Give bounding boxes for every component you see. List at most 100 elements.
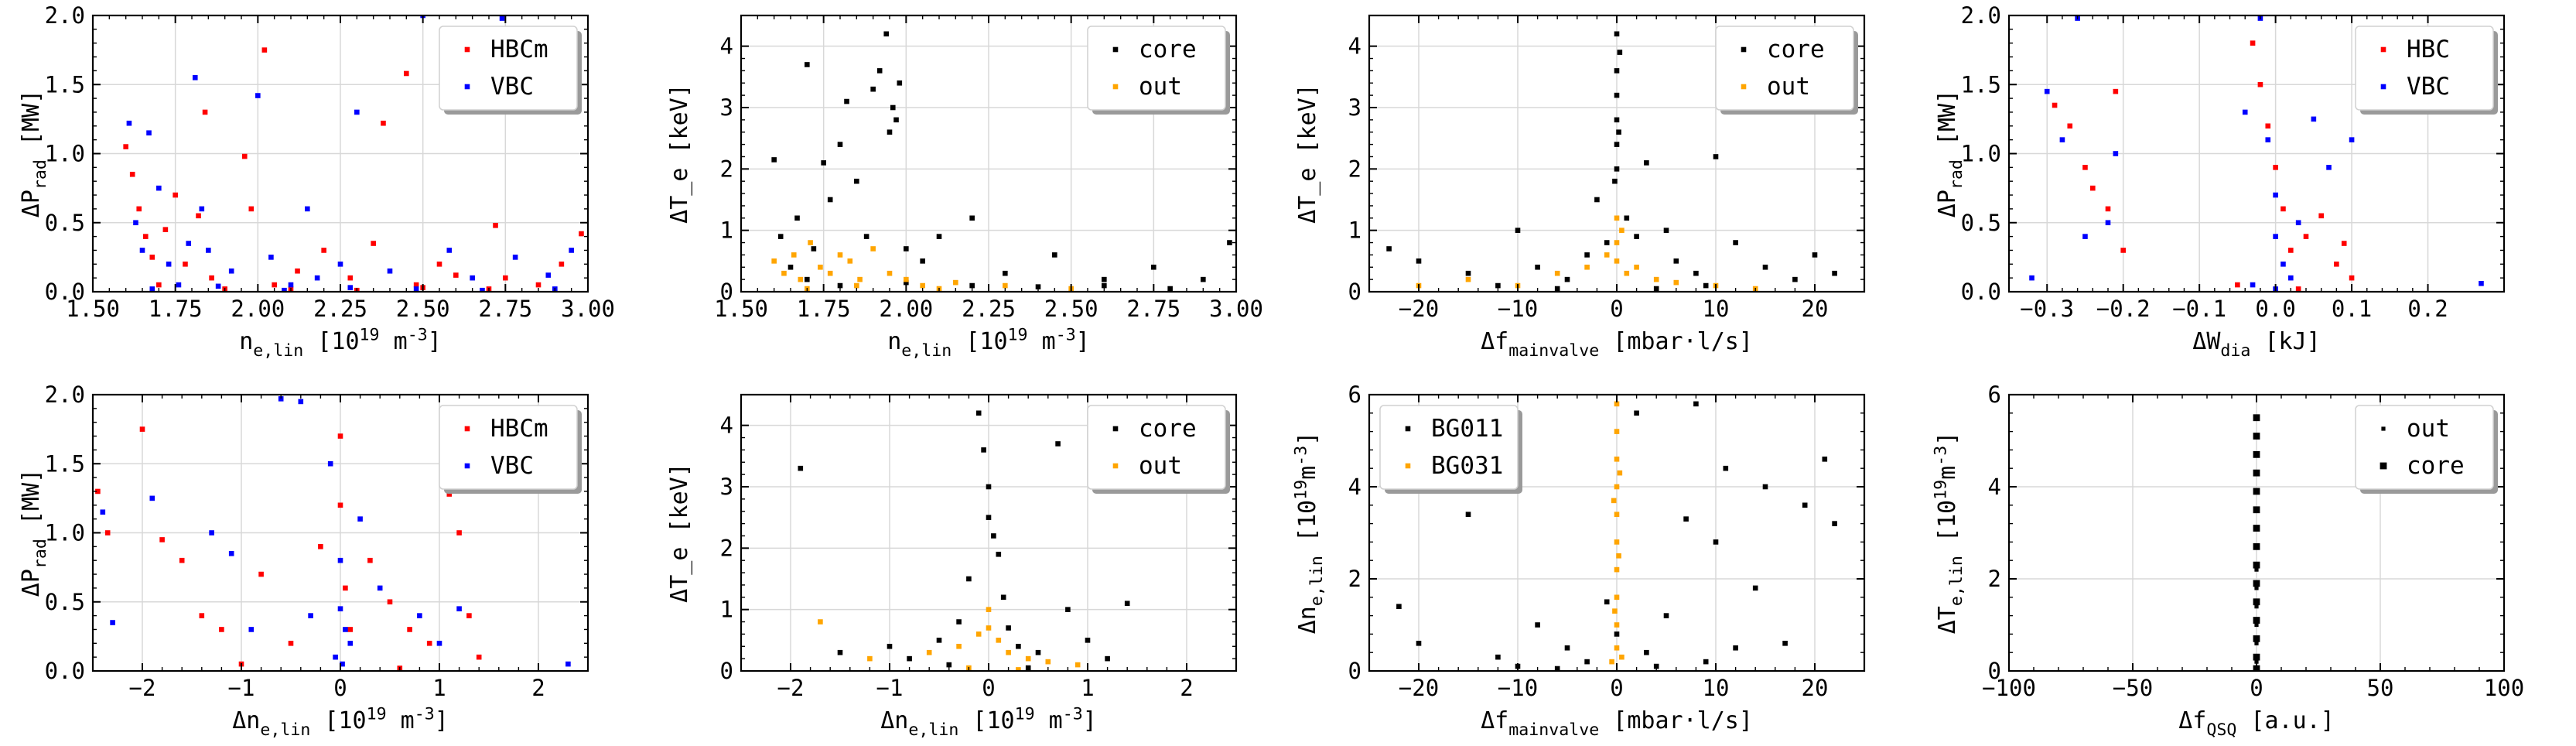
data-point-bg011 bbox=[1663, 613, 1669, 618]
data-point-vbc bbox=[545, 272, 552, 278]
legend-marker-bg031 bbox=[1405, 463, 1411, 469]
data-point-hbcm bbox=[321, 248, 326, 253]
legend-marker-out bbox=[1112, 463, 1119, 469]
data-point-core bbox=[936, 638, 942, 643]
x-axis-label: ΔWdia [kJ] bbox=[2192, 328, 2320, 361]
data-point-bg031 bbox=[1609, 659, 1614, 665]
data-point-core bbox=[1604, 240, 1610, 245]
data-point-core bbox=[1052, 252, 1057, 258]
legend-marker-hbc bbox=[2380, 46, 2386, 53]
data-point-hbcm bbox=[196, 213, 201, 219]
data-point-hbc bbox=[2105, 206, 2111, 212]
legend-label-vbc: VBC bbox=[2407, 73, 2450, 101]
data-point-core bbox=[805, 276, 810, 282]
data-point-bg011 bbox=[1683, 516, 1689, 522]
data-point-out bbox=[808, 240, 813, 245]
data-point-hbcm bbox=[219, 627, 224, 632]
data-point-bg011 bbox=[1822, 457, 1828, 462]
data-point-bg031 bbox=[1612, 608, 1618, 614]
y-tick-label: 0 bbox=[720, 279, 733, 305]
data-point-vbc bbox=[2059, 137, 2065, 142]
data-point-vbc bbox=[2326, 165, 2332, 170]
data-point-hbc bbox=[2334, 262, 2339, 267]
x-tick-label: 1 bbox=[1081, 675, 1094, 701]
data-point-out bbox=[1614, 215, 1620, 221]
data-point-core bbox=[904, 279, 909, 286]
data-point-bg011 bbox=[1832, 521, 1837, 526]
data-point-hbcm bbox=[173, 192, 178, 198]
data-point-core bbox=[837, 282, 843, 289]
data-point-bg011 bbox=[1584, 659, 1590, 665]
data-point-core bbox=[1465, 270, 1471, 276]
chart-1: 1.50 1.75 2.00 2.25 2.50 2.75 3.00 0.0 0.5 1.0 1.5… bbox=[18, 2, 615, 361]
data-point-core bbox=[1495, 282, 1501, 289]
data-point-core bbox=[1124, 601, 1130, 607]
data-point-vbc bbox=[2280, 262, 2286, 267]
x-tick-label: 10 bbox=[1703, 296, 1730, 322]
data-point-core bbox=[844, 98, 849, 104]
legend-marker-core bbox=[1112, 46, 1119, 53]
data-point-vbc bbox=[337, 262, 343, 267]
data-point-hbcm bbox=[248, 206, 255, 212]
x-tick-label: 1.50 bbox=[714, 296, 768, 322]
data-point-core bbox=[981, 447, 986, 453]
data-point-out bbox=[904, 276, 909, 282]
data-point-out bbox=[2254, 586, 2259, 590]
data-point-core bbox=[1614, 92, 1620, 98]
data-point-hbcm bbox=[466, 613, 472, 618]
legend-box bbox=[1379, 405, 1519, 490]
data-point-core bbox=[1016, 643, 1021, 649]
y-tick-label: 1.0 bbox=[45, 520, 85, 546]
data-point-vbc bbox=[2479, 280, 2484, 286]
x-tick-label: −0.2 bbox=[2096, 296, 2151, 322]
y-tick-label: 4 bbox=[1348, 33, 1361, 60]
data-point-hbc bbox=[2280, 206, 2286, 212]
data-point-bg031 bbox=[1619, 654, 1625, 660]
data-point-hbcm bbox=[129, 171, 135, 177]
data-point-core bbox=[893, 117, 899, 123]
data-point-core bbox=[1102, 276, 1107, 282]
data-point-bg031 bbox=[1614, 429, 1620, 434]
data-point-vbc bbox=[2242, 109, 2248, 115]
data-point-out bbox=[2254, 604, 2259, 609]
data-point-out bbox=[827, 270, 833, 276]
y-tick-label: 0.5 bbox=[45, 210, 85, 236]
data-point-hbcm bbox=[503, 275, 508, 281]
data-point-out bbox=[996, 638, 1002, 643]
legend-label-vbc: VBC bbox=[490, 73, 534, 101]
data-point-vbc bbox=[512, 255, 518, 260]
data-point-vbc bbox=[199, 206, 205, 212]
data-point-core bbox=[1713, 154, 1719, 159]
legend-label-hbcm: HBCm bbox=[490, 36, 548, 63]
data-point-vbc bbox=[2311, 116, 2317, 122]
legend-box bbox=[2355, 26, 2494, 111]
y-tick-label: 4 bbox=[1988, 474, 2001, 500]
data-point-vbc bbox=[387, 268, 393, 274]
data-point-bg031 bbox=[1614, 484, 1620, 490]
data-point-core bbox=[1614, 117, 1620, 123]
data-point-hbcm bbox=[347, 275, 354, 281]
data-point-core bbox=[1535, 264, 1540, 270]
legend-label-core: core bbox=[1767, 36, 1825, 63]
data-point-vbc bbox=[110, 620, 115, 625]
data-point-vbc bbox=[347, 285, 354, 290]
data-point-core bbox=[956, 619, 962, 625]
data-point-vbc bbox=[314, 275, 320, 281]
data-point-vbc bbox=[347, 641, 354, 646]
data-point-core bbox=[1003, 270, 1008, 276]
data-point-out bbox=[1614, 258, 1620, 264]
data-point-out bbox=[2254, 622, 2259, 628]
data-point-core bbox=[777, 234, 784, 239]
data-point-vbc bbox=[126, 120, 132, 126]
data-point-vbc bbox=[133, 220, 138, 226]
x-tick-label: 0 bbox=[1610, 296, 1623, 322]
data-point-core bbox=[1634, 234, 1639, 239]
x-axis-label: ne,lin [1019 m-3] bbox=[239, 326, 442, 361]
data-point-core bbox=[1035, 649, 1041, 655]
data-point-core bbox=[969, 215, 975, 221]
data-point-hbcm bbox=[456, 530, 462, 536]
data-point-hbcm bbox=[579, 231, 584, 237]
data-point-bg011 bbox=[1644, 649, 1649, 655]
data-point-out bbox=[857, 276, 863, 282]
data-point-core bbox=[1006, 625, 1011, 631]
